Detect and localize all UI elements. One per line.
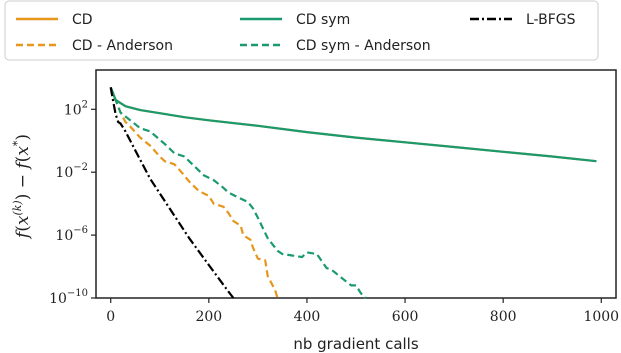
y-tick-label: 10−10 [49,288,88,307]
series-line-2 [109,86,597,163]
axes-frame [95,69,617,299]
x-tick-label: 0 [106,309,115,325]
x-tick-label: 600 [392,309,419,325]
legend-label-2: CD sym [296,12,350,28]
legend-label-0: CD [72,12,93,28]
series-line-4 [109,87,235,299]
x-tick-label: 1000 [583,309,619,325]
series-line-0 [109,86,597,163]
y-axis-label: f(x(k)) − f(x*) [11,134,33,240]
x-tick-label: 400 [294,309,321,325]
legend-box [4,0,599,61]
series-line-3 [109,86,367,299]
x-tick-label: 800 [490,309,517,325]
y-tick-label: 102 [64,99,88,118]
x-tick-label: 200 [195,309,222,325]
y-tick-label: 10−6 [55,225,88,244]
legend-label-1: CD - Anderson [72,38,173,54]
series-line-1 [109,87,279,299]
y-axis-label-text: f(x(k)) − f(x*) [11,134,33,240]
legend: CD CD - Anderson CD sym CD sym - Anderson L-… [4,0,599,61]
x-axis-label: nb gradient calls [293,335,419,353]
legend-label-3: CD sym - Anderson [296,38,431,54]
legend-label-4: L-BFGS [526,12,576,28]
plot-area: 0 200 400 600 800 1000 102 10−2 10−6 10−10 [49,69,619,325]
y-tick-label: 10−2 [55,162,88,181]
